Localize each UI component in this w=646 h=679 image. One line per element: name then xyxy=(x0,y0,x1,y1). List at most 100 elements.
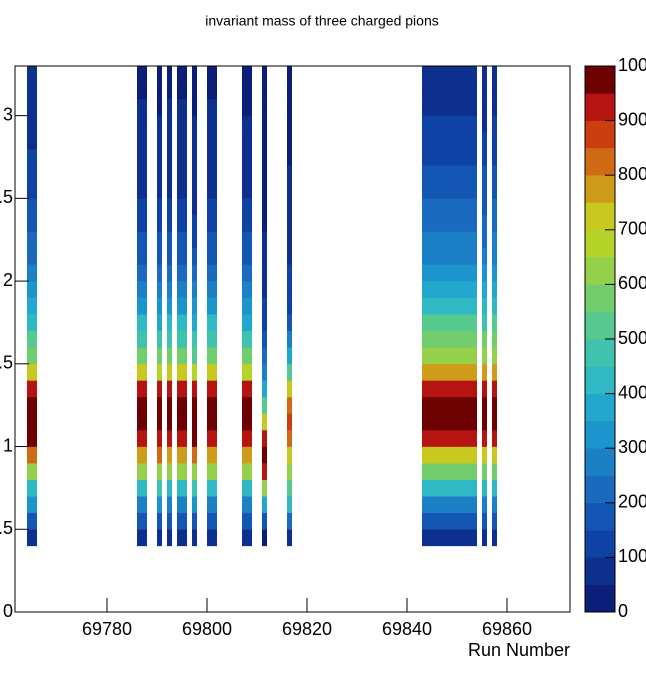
heatmap-cell xyxy=(192,248,197,265)
heatmap-cell xyxy=(167,363,172,381)
heatmap-cell xyxy=(167,396,172,414)
heatmap-cell xyxy=(137,330,147,348)
heatmap-cell xyxy=(157,512,162,530)
heatmap-cell xyxy=(27,430,37,447)
heatmap-cell xyxy=(27,115,37,133)
heatmap-cell xyxy=(157,330,162,348)
heatmap-cell xyxy=(287,347,292,365)
heatmap-cell xyxy=(157,99,162,116)
heatmap-cell xyxy=(287,264,292,282)
heatmap-cell xyxy=(492,446,497,464)
heatmap-cell xyxy=(482,132,487,150)
heatmap-cell xyxy=(192,115,197,133)
heatmap-cell xyxy=(492,463,497,480)
heatmap-cell xyxy=(27,297,37,315)
heatmap-cell xyxy=(157,479,162,497)
heatmap-cell xyxy=(167,181,172,199)
heatmap-cell xyxy=(157,496,162,514)
heatmap-cell xyxy=(192,363,197,381)
heatmap-cell xyxy=(207,165,217,183)
x-tick-label: 69800 xyxy=(182,619,232,639)
heatmap-cell xyxy=(492,181,497,199)
colorbar-tick-label: 100 xyxy=(618,546,646,566)
colorbar-swatch xyxy=(585,147,615,176)
heatmap-cell xyxy=(137,248,147,265)
heatmap-cell xyxy=(27,248,37,265)
heatmap-cell xyxy=(137,347,147,365)
heatmap-cell xyxy=(242,512,252,530)
heatmap-cell xyxy=(262,181,267,199)
heatmap-cell xyxy=(287,82,292,100)
heatmap-cell xyxy=(242,214,252,232)
heatmap-cell xyxy=(482,380,487,398)
heatmap-cell xyxy=(192,512,197,530)
heatmap-cell xyxy=(262,314,267,332)
heatmap-cell xyxy=(287,330,292,348)
heatmap-cell xyxy=(177,363,187,381)
heatmap-cell xyxy=(287,496,292,514)
heatmap-cell xyxy=(492,148,497,166)
heatmap-cell xyxy=(492,347,497,365)
heatmap-cell xyxy=(287,479,292,497)
heatmap-cell xyxy=(192,463,197,480)
heatmap-cell xyxy=(167,99,172,116)
heatmap-cell xyxy=(192,281,197,298)
colorbar-swatch xyxy=(585,66,615,94)
heatmap-cell xyxy=(207,214,217,232)
heatmap-cell xyxy=(137,380,147,398)
heatmap-cell xyxy=(137,529,147,547)
heatmap-cell xyxy=(422,66,477,83)
heatmap-cell xyxy=(27,281,37,298)
heatmap-cell xyxy=(177,297,187,315)
heatmap-cell xyxy=(157,181,162,199)
heatmap-cell xyxy=(157,396,162,414)
heatmap-cell xyxy=(482,463,487,480)
heatmap-cell xyxy=(27,496,37,514)
heatmap-cell xyxy=(207,314,217,332)
heatmap-cell xyxy=(287,396,292,414)
heatmap-cell xyxy=(207,430,217,447)
heatmap-cell xyxy=(242,132,252,150)
heatmap-cell xyxy=(207,529,217,547)
heatmap-cell xyxy=(262,363,267,381)
heatmap-cell xyxy=(177,165,187,183)
heatmap-cell xyxy=(492,297,497,315)
heatmap-cell xyxy=(177,512,187,530)
heatmap-cell xyxy=(422,529,477,547)
heatmap-cell xyxy=(422,330,477,348)
heatmap-cell xyxy=(137,314,147,332)
heatmap-cell xyxy=(287,231,292,249)
y-tick-label: 1 xyxy=(3,435,13,455)
y-tick-label: 0 xyxy=(3,601,13,621)
heatmap-cell xyxy=(167,281,172,298)
heatmap-cell xyxy=(492,330,497,348)
heatmap-cell xyxy=(422,82,477,100)
heatmap-cell xyxy=(207,479,217,497)
heatmap-cell xyxy=(137,463,147,480)
heatmap-cell xyxy=(287,446,292,464)
heatmap-cell xyxy=(242,198,252,216)
y-tick-label: 0.5 xyxy=(0,518,13,538)
heatmap-cell xyxy=(242,396,252,414)
heatmap-cell xyxy=(207,231,217,249)
heatmap-cell xyxy=(27,314,37,332)
heatmap-cell xyxy=(177,396,187,414)
heatmap-cell xyxy=(177,66,187,83)
heatmap-cell xyxy=(492,248,497,265)
heatmap-cell xyxy=(207,297,217,315)
heatmap-cell xyxy=(27,132,37,150)
heatmap-cell xyxy=(177,529,187,547)
heatmap-cell xyxy=(157,82,162,100)
heatmap-cell xyxy=(422,314,477,332)
heatmap-cell xyxy=(167,347,172,365)
colorbar-swatch xyxy=(585,257,615,285)
heatmap-cell xyxy=(287,66,292,83)
heatmap-cell xyxy=(137,479,147,497)
heatmap-cell xyxy=(422,181,477,199)
heatmap-cell xyxy=(167,82,172,100)
heatmap-cell xyxy=(242,496,252,514)
heatmap-cell xyxy=(492,231,497,249)
heatmap-cell xyxy=(207,82,217,100)
heatmap-cell xyxy=(242,297,252,315)
